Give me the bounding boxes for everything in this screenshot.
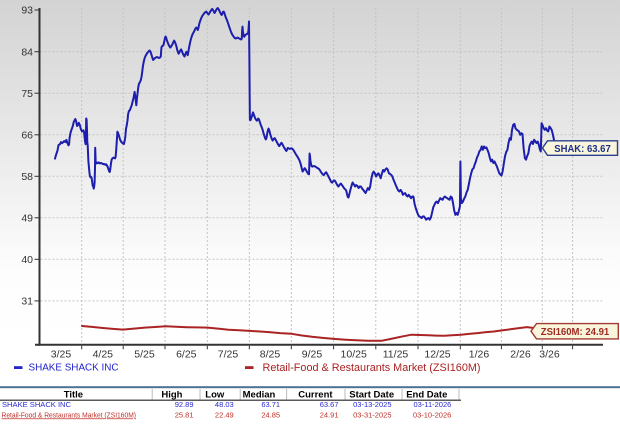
svg-text:63.71: 63.71	[261, 400, 280, 409]
svg-text:8/25: 8/25	[260, 349, 281, 361]
svg-text:4/25: 4/25	[93, 349, 114, 361]
svg-text:2/26: 2/26	[510, 349, 531, 361]
svg-text:12/25: 12/25	[424, 349, 450, 361]
svg-text:03-10-2026: 03-10-2026	[413, 410, 451, 419]
svg-text:6/25: 6/25	[176, 349, 197, 361]
svg-text:5/25: 5/25	[134, 349, 155, 361]
svg-text:03-31-2025: 03-31-2025	[353, 410, 391, 419]
svg-text:48.03: 48.03	[215, 400, 234, 409]
svg-text:ZSI160M: 24.91: ZSI160M: 24.91	[541, 326, 610, 338]
svg-text:SHAKE SHACK INC: SHAKE SHACK INC	[29, 363, 119, 374]
svg-text:Title: Title	[64, 390, 83, 401]
svg-text:92.89: 92.89	[175, 400, 194, 409]
svg-text:9/25: 9/25	[302, 349, 323, 361]
svg-text:SHAK: 63.67: SHAK: 63.67	[554, 143, 611, 155]
svg-text:03-11-2026: 03-11-2026	[413, 400, 451, 409]
svg-text:Current: Current	[298, 390, 333, 401]
svg-text:25.81: 25.81	[175, 410, 194, 419]
svg-text:1/26: 1/26	[469, 349, 490, 361]
svg-text:7/25: 7/25	[218, 349, 239, 361]
svg-text:10/25: 10/25	[341, 349, 367, 361]
svg-text:End Date: End Date	[406, 390, 447, 401]
svg-text:22.49: 22.49	[215, 410, 234, 419]
svg-text:93: 93	[21, 5, 33, 17]
svg-text:Start Date: Start Date	[349, 390, 394, 401]
svg-text:03-13-2025: 03-13-2025	[353, 400, 391, 409]
svg-text:3/26: 3/26	[539, 349, 560, 361]
svg-text:Retail-Food & Restaurants Mark: Retail-Food & Restaurants Market (ZSI160…	[2, 410, 137, 419]
svg-text:Low: Low	[205, 390, 225, 401]
svg-text:Median: Median	[243, 390, 276, 401]
svg-text:75: 75	[21, 88, 33, 100]
svg-text:31: 31	[21, 296, 33, 308]
svg-text:49: 49	[21, 213, 33, 225]
svg-text:SHAKE SHACK INC: SHAKE SHACK INC	[2, 400, 72, 409]
svg-text:3/25: 3/25	[51, 349, 72, 361]
svg-text:24.85: 24.85	[261, 410, 280, 419]
svg-text:High: High	[161, 390, 182, 401]
svg-text:11/25: 11/25	[383, 349, 409, 361]
svg-text:40: 40	[21, 254, 33, 266]
svg-text:63.67: 63.67	[320, 400, 339, 409]
svg-text:24.91: 24.91	[320, 410, 339, 419]
svg-text:58: 58	[21, 171, 33, 183]
svg-text:84: 84	[21, 46, 33, 58]
svg-text:Retail-Food & Restaurants Mark: Retail-Food & Restaurants Market (ZSI160…	[263, 362, 481, 374]
svg-text:66: 66	[21, 130, 33, 142]
